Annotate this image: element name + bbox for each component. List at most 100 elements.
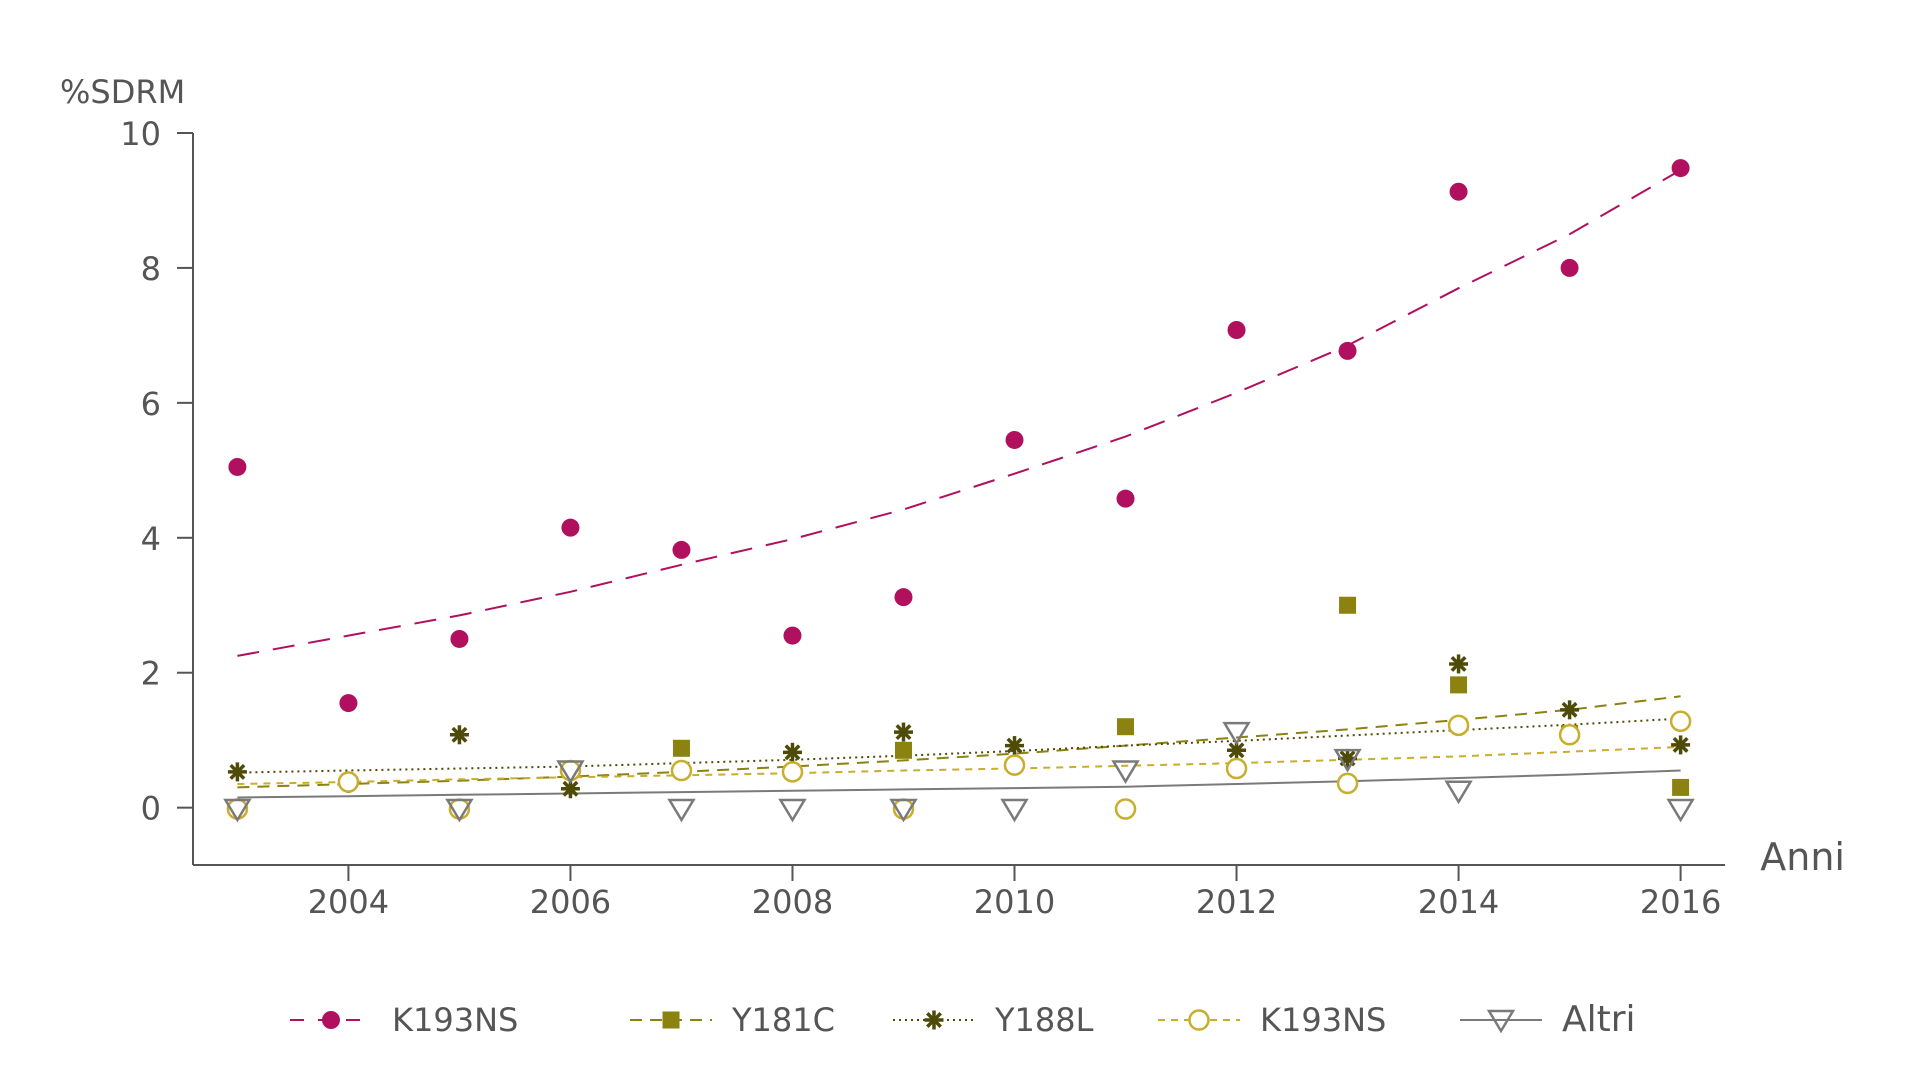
- asterisk-stroke: [1561, 701, 1578, 718]
- point-series-1: [894, 588, 913, 607]
- point-series-5: [1111, 760, 1140, 784]
- point-series-2: [1339, 596, 1357, 614]
- point-series-5: [667, 798, 696, 823]
- asterisk-stroke: [451, 726, 468, 743]
- point-series-3: [560, 779, 580, 799]
- legend-marker: [322, 1011, 340, 1029]
- point-series-1: [1671, 159, 1690, 178]
- asterisk-stroke: [229, 763, 246, 780]
- legend-label: Y188L: [994, 1001, 1094, 1039]
- asterisk-stroke: [1006, 737, 1023, 754]
- asterisk-stroke: [562, 780, 579, 797]
- point-series-1: [672, 540, 691, 559]
- asterisk-stroke: [1672, 736, 1689, 753]
- plot-area: 0 2 4 6 8 10 2004 2006 2008 2010 2012 2014 2016: [120, 115, 1725, 921]
- trend-line-series-2: [237, 695, 1681, 789]
- point-series-1: [450, 629, 469, 648]
- asterisk-stroke: [895, 724, 912, 741]
- legend-item-series-4: K193NS: [1158, 1001, 1386, 1039]
- x-tick-label: 2006: [530, 883, 611, 921]
- y-tick-label: 10: [120, 115, 161, 153]
- point-series-5: [1666, 798, 1695, 823]
- legend-item-series-2: Y181C: [630, 1001, 835, 1039]
- asterisk-stroke: [784, 744, 801, 761]
- point-series-5: [1000, 798, 1029, 823]
- y-tick-label: 4: [141, 520, 161, 558]
- point-series-3: [227, 762, 247, 782]
- point-series-5: [1333, 748, 1362, 773]
- point-series-4: [1003, 754, 1026, 776]
- point-series-1: [1227, 320, 1246, 339]
- point-series-1: [1560, 258, 1579, 277]
- legend: K193NS Y181C Y188L K193NS Altri: [290, 999, 1636, 1040]
- legend-label: K193NS: [1260, 1001, 1386, 1039]
- point-series-4: [781, 761, 804, 783]
- point-series-4: [1225, 757, 1248, 780]
- point-series-1: [1338, 341, 1357, 360]
- point-series-5: [556, 760, 585, 784]
- legend-marker: [1188, 1009, 1210, 1031]
- point-series-2: [894, 741, 912, 759]
- point-series-1: [1449, 182, 1468, 201]
- x-axis-label: Anni: [1760, 835, 1845, 879]
- point-series-5: [1444, 780, 1473, 805]
- x-tick-label: 2014: [1418, 883, 1499, 921]
- point-series-3: [1671, 735, 1691, 755]
- point-series-3: [449, 725, 469, 745]
- point-series-3: [782, 742, 802, 762]
- point-series-5: [223, 798, 252, 823]
- y-tick-label: 2: [141, 655, 161, 693]
- legend-marker: [924, 1010, 944, 1030]
- point-series-1: [228, 457, 247, 476]
- point-series-4: [1447, 714, 1470, 737]
- y-tick-label: 6: [141, 385, 161, 423]
- point-series-1: [561, 518, 580, 537]
- asterisk-stroke: [926, 1012, 942, 1028]
- point-series-3: [1449, 654, 1469, 674]
- asterisk-stroke: [1228, 742, 1245, 759]
- legend-label: Y181C: [731, 1001, 835, 1039]
- legend-item-series-3: Y188L: [893, 1001, 1094, 1039]
- asterisk-stroke: [1450, 655, 1467, 672]
- trend-line-series-1: [237, 169, 1682, 657]
- y-tick-label: 8: [141, 250, 161, 288]
- point-series-4: [670, 759, 693, 782]
- point-series-1: [1005, 430, 1024, 449]
- point-series-5: [1222, 721, 1251, 746]
- y-axis-label: %SDRM: [60, 73, 185, 111]
- trend-line-series-3: [237, 717, 1681, 774]
- legend-label: Altri: [1562, 999, 1636, 1040]
- point-series-3: [893, 722, 913, 742]
- point-series-2: [1450, 676, 1468, 694]
- point-series-4: [337, 771, 360, 793]
- y-tick-label: 0: [141, 790, 161, 828]
- x-tick-label: 2016: [1640, 883, 1721, 921]
- x-tick-label: 2004: [308, 883, 389, 921]
- point-series-2: [1117, 718, 1135, 736]
- point-series-4: [1669, 710, 1692, 733]
- point-series-5: [889, 798, 918, 823]
- point-series-2: [672, 739, 690, 757]
- x-tick-label: 2012: [1196, 883, 1277, 921]
- legend-item-series-1: K193NS: [290, 1001, 518, 1039]
- point-series-4: [1336, 772, 1359, 795]
- point-series-4: [1558, 724, 1581, 746]
- legend-item-series-5: Altri: [1460, 999, 1636, 1040]
- point-series-3: [1560, 700, 1580, 720]
- point-series-4: [1114, 798, 1137, 820]
- point-series-5: [778, 798, 807, 823]
- point-series-1: [1116, 489, 1135, 508]
- point-series-1: [783, 626, 802, 645]
- point-series-2: [1672, 778, 1690, 796]
- legend-label: K193NS: [392, 1001, 518, 1039]
- legend-marker: [662, 1011, 680, 1029]
- legend-marker: [1486, 1009, 1516, 1034]
- point-series-1: [339, 694, 358, 713]
- x-tick-label: 2008: [752, 883, 833, 921]
- trend-line-series-5: [237, 769, 1681, 799]
- x-tick-label: 2010: [974, 883, 1055, 921]
- point-series-5: [445, 798, 474, 823]
- trend-line-series-4: [237, 745, 1681, 785]
- point-series-3: [1005, 736, 1025, 756]
